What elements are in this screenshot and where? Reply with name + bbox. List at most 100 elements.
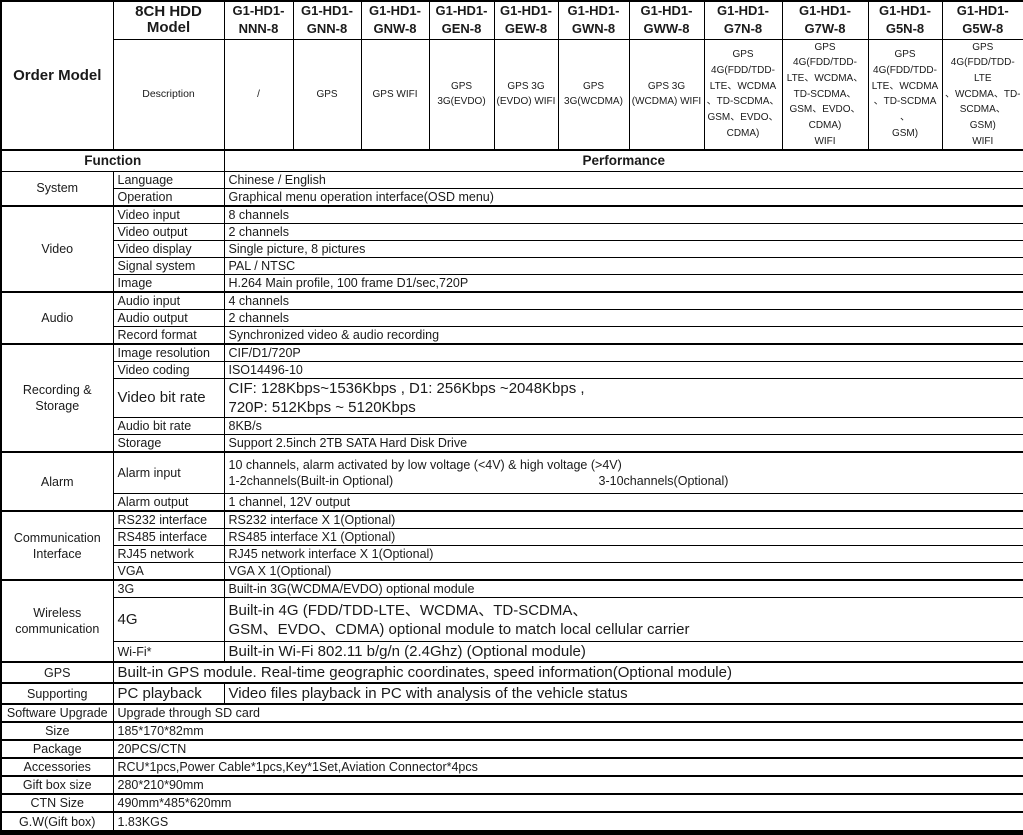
spec-row: Operation Graphical menu operation inter… (1, 187, 1023, 207)
spec-value: 2 channels (223, 308, 1023, 327)
spec-row: Audio output 2 channels (1, 308, 1023, 327)
spec-value: Synchronized video & audio recording (223, 325, 1023, 345)
spec-row: Wireless communication 3G Built-in 3G(WC… (0, 579, 1023, 663)
spec-row: Video Video input 8 channels (0, 204, 1023, 293)
spec-key: Alarm output (112, 493, 225, 512)
spec-row: Recording & Storage Image resolution CIF… (0, 342, 1023, 453)
spec-key: Record format (112, 325, 225, 345)
model-name-cell: G1-HD1- G5W-8 (941, 0, 1023, 40)
spec-key: 3G (112, 579, 225, 599)
spec-key: Language (112, 170, 225, 189)
spec-key: Storage (112, 433, 225, 453)
spec-row: Video output 2 channels (1, 222, 1023, 241)
spec-key: Audio bit rate (112, 416, 225, 435)
spec-row: Video coding ISO14496-10 (1, 360, 1023, 379)
model-name-cell: G1-HD1- G7W-8 (781, 0, 869, 40)
spec-row: Alarm output 1 channel, 12V output (1, 493, 1023, 512)
spec-value: RS232 interface X 1(Optional) (223, 510, 1023, 530)
spec-key: Alarm input (112, 450, 225, 495)
model-name-cell: G1-HD1- NNN-8 (223, 0, 294, 40)
spec-row: Wi-Fi* Built-in Wi-Fi 802.11 b/g/n (2.4G… (1, 641, 1023, 663)
section-label-software-upgrade: Software Upgrade (0, 703, 114, 723)
spec-row: Software Upgrade Upgrade through SD card (0, 703, 1023, 723)
spec-value: 1.83KGS (112, 811, 1023, 833)
spec-value: 10 channels, alarm activated by low volt… (223, 450, 1023, 495)
spec-row: CTN Size 490mm*485*620mm (0, 793, 1023, 813)
section-label-alarm: Alarm (0, 450, 114, 512)
spec-row: G.W(Gift box) 1.83KGS (0, 811, 1023, 833)
spec-value: PAL / NTSC (223, 256, 1023, 275)
model-description-cell: GPS 4G(FDD/TDD- LTE、WCDMA、 TD-SCDMA、 GSM… (781, 38, 869, 151)
spec-row: Supporting PC playback Video files playb… (0, 682, 1023, 705)
model-name-cell: G1-HD1- G7N-8 (703, 0, 783, 40)
spec-value: Chinese / English (223, 170, 1023, 189)
alarm-input-line2: 1-2channels(Built-in Optional) 3-10channe… (229, 473, 1020, 489)
spec-row: Alarm Alarm input 10 channels, alarm act… (0, 450, 1023, 512)
spec-value: 8KB/s (223, 416, 1023, 435)
model-name-cell: G1-HD1- GNW-8 (360, 0, 430, 40)
spec-key: Image (112, 273, 225, 293)
spec-row: Size 185*170*82mm (0, 721, 1023, 741)
spec-row: Audio Audio input 4 channels (0, 290, 1023, 345)
spec-value: 185*170*82mm (112, 721, 1023, 741)
spec-value: 2 channels (223, 222, 1023, 241)
spec-key: VGA (112, 562, 225, 581)
spec-value: Single picture, 8 pictures (223, 239, 1023, 258)
model-name-cell: G1-HD1- GWW-8 (628, 0, 705, 40)
description-label: Description (112, 38, 225, 151)
model-description-cell: GPS 3G (EVDO) WIFI (493, 38, 559, 151)
section-label-video: Video (0, 204, 114, 293)
model-description-cell: GPS (292, 38, 362, 151)
spec-value: Upgrade through SD card (112, 703, 1023, 723)
spec-row: Record format Synchronized video & audio… (1, 325, 1023, 345)
spec-row: System Language Chinese / English (0, 170, 1023, 207)
model-description-cell: GPS 3G(WCDMA) (557, 38, 630, 151)
spec-key: 4G (112, 597, 225, 643)
spec-row: Signal system PAL / NTSC (1, 256, 1023, 275)
spec-row: Gift box size 280*210*90mm (0, 775, 1023, 795)
spec-key: Operation (112, 187, 225, 207)
spec-value: Video files playback in PC with analysis… (223, 682, 1023, 705)
spec-row: Storage Support 2.5inch 2TB SATA Hard Di… (1, 433, 1023, 453)
spec-value: RS485 interface X1 (Optional) (223, 528, 1023, 547)
model-description-cell: GPS 4G(FDD/TDD- LTE、WCDMA 、TD-SCDMA、 GSM… (703, 38, 783, 151)
spec-key: Audio output (112, 308, 225, 327)
spec-value: H.264 Main profile, 100 frame D1/sec,720… (223, 273, 1023, 293)
spec-value: VGA X 1(Optional) (223, 562, 1023, 581)
alarm-input-optional: 3-10channels(Optional) (598, 474, 729, 489)
spec-value: ISO14496-10 (223, 360, 1023, 379)
spec-row: Video display Single picture, 8 pictures (1, 239, 1023, 258)
section-label-audio: Audio (0, 290, 114, 345)
section-label-recording-storage: Recording & Storage (0, 342, 114, 453)
section-label-gift-box-size: Gift box size (0, 775, 114, 795)
spec-key: Audio input (112, 290, 225, 310)
spec-key: Video output (112, 222, 225, 241)
alarm-input-line1: 10 channels, alarm activated by low volt… (228, 458, 622, 473)
section-label-wireless: Wireless communication (0, 579, 114, 663)
spec-value: 4 channels (223, 290, 1023, 310)
section-label-size: Size (0, 721, 114, 741)
spec-row: RS485 interface RS485 interface X1 (Opti… (1, 528, 1023, 547)
spec-value: 20PCS/CTN (112, 739, 1023, 759)
spec-key: RJ45 network (112, 545, 225, 564)
model-description-cell: / (223, 38, 294, 151)
model-name-cell: G1-HD1- GEN-8 (428, 0, 495, 40)
hdd-model-header: 8CH HDD Model (112, 0, 225, 40)
column-header-row: Function Performance (0, 149, 1023, 172)
alarm-input-builtin: 1-2channels(Built-in Optional) (228, 474, 394, 489)
spec-value: CIF/D1/720P (223, 342, 1023, 362)
spec-row: VGA VGA X 1(Optional) (1, 562, 1023, 581)
spec-value: RJ45 network interface X 1(Optional) (223, 545, 1023, 564)
spec-value: Graphical menu operation interface(OSD m… (223, 187, 1023, 207)
spec-value: Built-in 3G(WCDMA/EVDO) optional module (223, 579, 1023, 599)
spec-value: RCU*1pcs,Power Cable*1pcs,Key*1Set,Aviat… (112, 757, 1023, 777)
spec-row: Video bit rate CIF: 128Kbps~1536Kbps , D… (1, 377, 1023, 418)
section-label-package: Package (0, 739, 114, 759)
model-description-cell: GPS 4G(FDD/TDD-LTE 、WCDMA、TD- SCDMA、 GSM… (941, 38, 1023, 151)
model-name-cell: G1-HD1- GEW-8 (493, 0, 559, 40)
spec-value: Built-in Wi-Fi 802.11 b/g/n (2.4Ghz) (Op… (223, 641, 1023, 663)
spec-key: Signal system (112, 256, 225, 275)
section-label-supporting: Supporting (0, 682, 114, 705)
spec-key: PC playback (112, 682, 225, 705)
spec-key: Video input (112, 204, 225, 224)
